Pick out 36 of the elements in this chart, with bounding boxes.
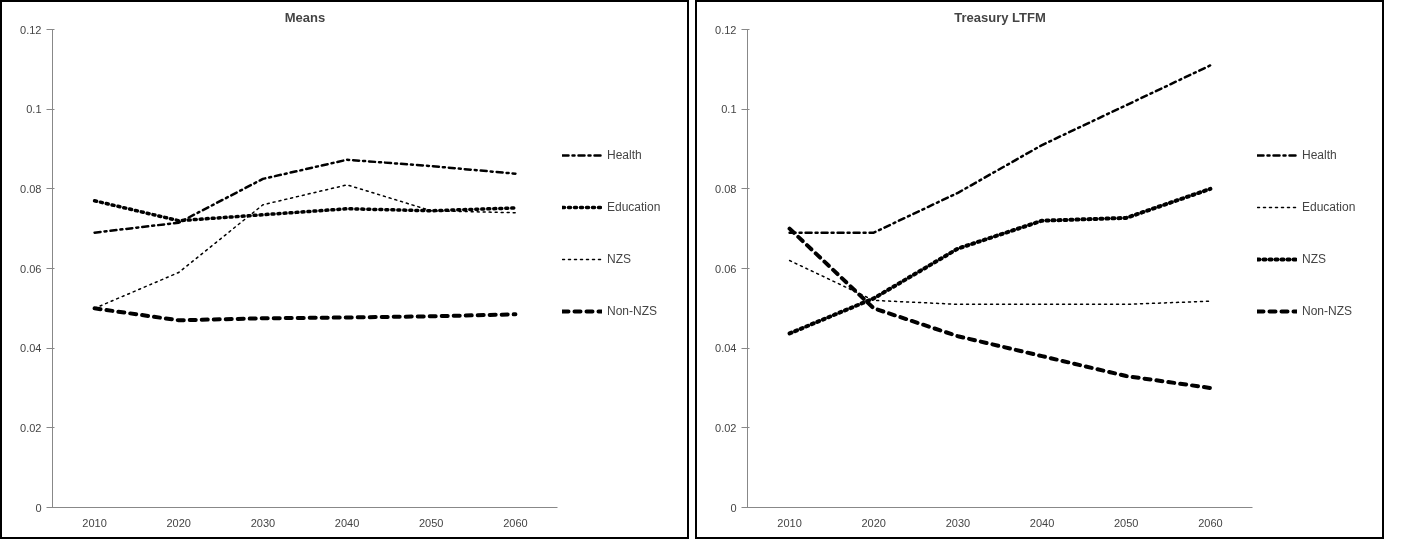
y-tick-label: 0.12 [715, 23, 737, 36]
legend-label: Education [1302, 199, 1356, 216]
x-tick-label: 2010 [82, 516, 107, 529]
y-tick-label: 0.1 [721, 103, 737, 116]
legend-label: Non-NZS [1302, 303, 1353, 320]
x-tick-label: 2040 [334, 516, 360, 529]
legend-label: Education [607, 199, 661, 216]
y-tick-label: 0.02 [715, 421, 737, 434]
legend-label: Health [1302, 147, 1337, 164]
y-tick-label: 0.04 [20, 342, 42, 355]
y-tick-label: 0.08 [20, 182, 42, 195]
y-tick-label: 0.04 [715, 342, 737, 355]
x-tick-label: 2030 [250, 516, 276, 529]
x-tick-label: 2060 [1198, 516, 1223, 529]
x-tick-label: 2020 [166, 516, 191, 529]
y-tick-label: 0.12 [20, 23, 42, 36]
x-tick-label: 2010 [777, 516, 802, 529]
chart-title: Treasury LTFM [954, 9, 1046, 25]
y-tick-label: 0 [730, 501, 737, 514]
x-tick-label: 2030 [945, 516, 971, 529]
x-tick-label: 2050 [1114, 516, 1139, 529]
legend-label: NZS [607, 251, 631, 268]
x-tick-label: 2040 [1029, 516, 1055, 529]
legend-label: Non-NZS [607, 303, 658, 320]
y-tick-label: 0.02 [20, 421, 42, 434]
legend-label: Health [607, 147, 642, 164]
x-tick-label: 2050 [419, 516, 444, 529]
y-tick-label: 0.06 [20, 262, 42, 275]
y-tick-label: 0 [35, 501, 42, 514]
x-tick-label: 2020 [861, 516, 886, 529]
y-tick-label: 0.1 [26, 103, 42, 116]
x-tick-label: 2060 [503, 516, 528, 529]
y-tick-label: 0.06 [715, 262, 737, 275]
chart-title: Means [284, 9, 326, 25]
legend-label: NZS [1302, 251, 1326, 268]
y-tick-label: 0.08 [715, 182, 737, 195]
